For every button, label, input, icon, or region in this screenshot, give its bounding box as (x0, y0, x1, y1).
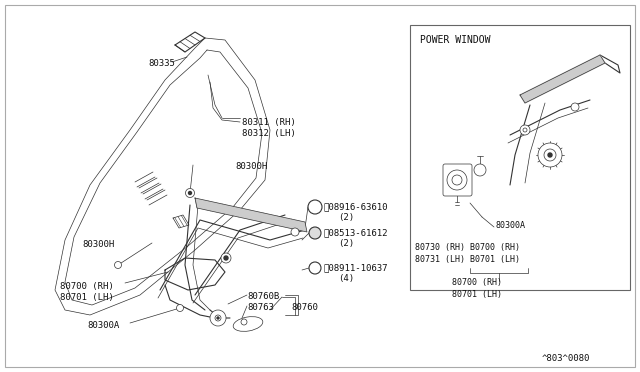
Text: 80763: 80763 (247, 303, 274, 312)
Text: Ⓣ08911-10637: Ⓣ08911-10637 (323, 263, 387, 272)
Circle shape (523, 128, 527, 132)
Circle shape (474, 164, 486, 176)
Text: 80300H: 80300H (82, 240, 115, 249)
Text: Ⓢ08513-61612: Ⓢ08513-61612 (323, 228, 387, 237)
Circle shape (215, 315, 221, 321)
Text: N: N (313, 263, 317, 273)
Text: POWER WINDOW: POWER WINDOW (420, 35, 490, 45)
Circle shape (115, 262, 122, 269)
Text: 80760: 80760 (291, 303, 318, 312)
Circle shape (308, 200, 322, 214)
Circle shape (452, 175, 462, 185)
Text: S: S (313, 228, 317, 237)
Text: (2): (2) (338, 239, 354, 248)
Text: 80760B: 80760B (247, 292, 279, 301)
Circle shape (291, 228, 299, 236)
Text: ^803^0080: ^803^0080 (541, 354, 590, 363)
Text: (2): (2) (338, 213, 354, 222)
Circle shape (177, 305, 184, 311)
Circle shape (309, 227, 321, 239)
Text: 80312 (LH): 80312 (LH) (242, 129, 296, 138)
Circle shape (186, 189, 195, 198)
Circle shape (221, 253, 231, 263)
Circle shape (544, 149, 556, 161)
Circle shape (217, 317, 219, 319)
Text: 80701 (LH): 80701 (LH) (452, 290, 502, 299)
Text: 80300A: 80300A (87, 321, 119, 330)
Polygon shape (520, 55, 605, 103)
Text: 80701 (LH): 80701 (LH) (60, 293, 114, 302)
Text: 80300A: 80300A (495, 221, 525, 230)
Text: 80731 (LH) B0701 (LH): 80731 (LH) B0701 (LH) (415, 255, 520, 264)
Bar (410, 25, 630, 290)
Circle shape (189, 192, 191, 195)
Circle shape (309, 262, 321, 274)
Text: V: V (313, 202, 317, 212)
Ellipse shape (233, 317, 263, 331)
Circle shape (520, 125, 530, 135)
Text: Ⓥ08916-63610: Ⓥ08916-63610 (323, 202, 387, 211)
Circle shape (224, 256, 228, 260)
FancyBboxPatch shape (443, 164, 472, 196)
Circle shape (538, 143, 562, 167)
Circle shape (210, 310, 226, 326)
Circle shape (548, 153, 552, 157)
Circle shape (241, 319, 247, 325)
Text: 80700 (RH): 80700 (RH) (60, 282, 114, 291)
Polygon shape (195, 198, 307, 232)
Text: 80335: 80335 (148, 59, 175, 68)
Text: 80300H: 80300H (235, 162, 268, 171)
Circle shape (571, 103, 579, 111)
Circle shape (447, 170, 467, 190)
Text: 80700 (RH): 80700 (RH) (452, 278, 502, 287)
Text: 80730 (RH) B0700 (RH): 80730 (RH) B0700 (RH) (415, 243, 520, 252)
Text: (4): (4) (338, 274, 354, 283)
Text: 80311 (RH): 80311 (RH) (242, 118, 296, 127)
